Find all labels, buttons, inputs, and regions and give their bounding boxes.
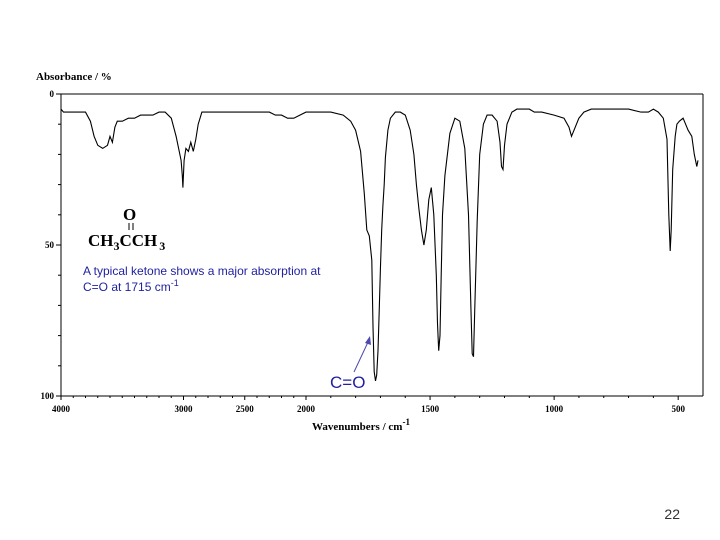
- note-line-2-sup: -1: [171, 278, 179, 288]
- slide-number: 22: [664, 506, 680, 522]
- y-tick-label: 50: [45, 240, 55, 250]
- molecule-formula: CH3CCH 3: [88, 231, 165, 253]
- x-tick-label: 1000: [545, 404, 564, 414]
- x-tick-label: 2500: [236, 404, 255, 414]
- x-tick-label: 3000: [175, 404, 194, 414]
- x-axis-label: Wavenumbers / cm-1: [312, 417, 410, 433]
- x-tick-label: 1500: [421, 404, 440, 414]
- x-axis-ticks: 4000 3000 2500 2000 1500 1000 500: [52, 396, 685, 414]
- molecule-structure: O CH3CCH 3: [88, 205, 165, 253]
- x-axis-label-sup: -1: [402, 417, 410, 427]
- peak-arrow-head: [365, 336, 371, 345]
- formula-center: CCH: [120, 231, 158, 250]
- axis-frame: [60, 93, 704, 397]
- note-line-2-main: C=O at 1715 cm: [83, 280, 171, 294]
- peak-arrow-line: [353, 339, 370, 373]
- minor-ticks: [58, 123, 654, 398]
- annotation-note: A typical ketone shows a major absorptio…: [83, 264, 321, 294]
- formula-right-sub: 3: [159, 239, 165, 253]
- note-line-1: A typical ketone shows a major absorptio…: [83, 264, 321, 278]
- formula-left-group: CH: [88, 231, 114, 250]
- y-tick-label: 100: [41, 391, 55, 401]
- peak-annotation: C=O: [330, 336, 371, 392]
- peak-label: C=O: [330, 373, 365, 392]
- x-axis-label-main: Wavenumbers / cm: [312, 421, 402, 433]
- x-tick-label: 4000: [52, 404, 71, 414]
- y-axis-label: Absorbance / %: [36, 71, 112, 83]
- y-tick-label: 0: [50, 89, 55, 99]
- carbonyl-oxygen: O: [123, 205, 136, 224]
- formula-left-sub: 3: [114, 239, 120, 253]
- y-axis-ticks: 0 50 100: [41, 89, 61, 401]
- note-line-2: C=O at 1715 cm-1: [83, 278, 179, 294]
- x-tick-label: 2000: [297, 404, 316, 414]
- series-line-spectrum: [60, 108, 699, 382]
- x-tick-label: 500: [671, 404, 685, 414]
